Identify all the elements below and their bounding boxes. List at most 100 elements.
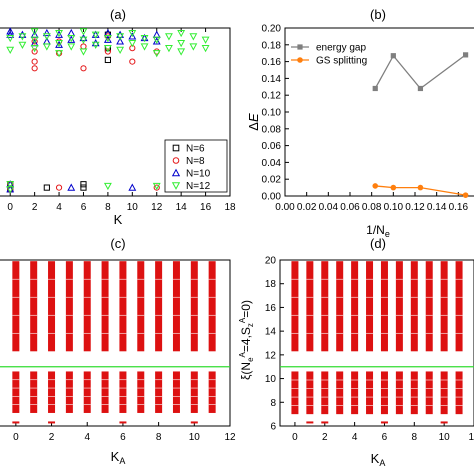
- panel-a-point: [30, 36, 39, 44]
- panel-d-level-column: [366, 371, 374, 415]
- panel-c-level-column: [208, 371, 216, 413]
- panel-b-legend-marker: [297, 57, 303, 63]
- panel-b-x-tick-label: 0.12: [405, 202, 425, 213]
- panel-a-point: [80, 184, 87, 191]
- panel-c-level-column: [155, 371, 163, 413]
- panel-a-x-tick-label: 6: [81, 202, 87, 213]
- panel-a-x-tick-label: 14: [176, 202, 188, 213]
- panel-a-point: [6, 30, 15, 38]
- panel-b-y-tick-label: 0.20: [262, 24, 282, 35]
- panel-a-point: [152, 37, 161, 45]
- panel-d-level-column: [380, 371, 388, 415]
- panel-d-level-column: [336, 261, 344, 352]
- panel-a-point: [31, 65, 38, 72]
- panel-a-point: [42, 28, 51, 37]
- panel-a-point: [128, 29, 137, 38]
- panel-d-y-tick-label: 6: [270, 422, 276, 433]
- svg-text:ξ(NeA=4,SzA=0): ξ(NeA=4,SzA=0): [238, 300, 255, 380]
- panel-a-point: [91, 38, 100, 47]
- panel-c-level-column: [12, 261, 20, 352]
- panel-a-point: [140, 43, 149, 51]
- panel-d-x-tick-label: 10: [439, 432, 451, 443]
- panel-a-point: [91, 41, 100, 49]
- panel-a-point: [18, 30, 27, 38]
- panel-a-point: [153, 184, 160, 191]
- panel-d-x-tick-label: 0: [292, 432, 298, 443]
- panel-a-point: [67, 35, 76, 43]
- panel-c-level-column: [65, 371, 73, 413]
- svg-text:1/Ne: 1/Ne: [366, 223, 390, 239]
- panel-a-legend-label: N=12: [186, 181, 211, 192]
- panel-a-point: [6, 181, 15, 189]
- panel-a-point: [79, 48, 88, 56]
- panel-d-y-tick-label: 10: [265, 374, 277, 385]
- panel-a-point: [55, 40, 63, 48]
- panel-c-level-column: [30, 371, 38, 413]
- panel-d-isolated-level: [306, 421, 314, 424]
- panel-c-isolated-level: [190, 421, 198, 424]
- panel-c-isolated-level: [119, 421, 127, 424]
- panel-c-x-tick-label: 8: [156, 432, 162, 443]
- panel-a-point: [55, 40, 63, 48]
- panel-c-level-column: [137, 371, 145, 413]
- panel-a-point: [103, 35, 112, 43]
- panel-c-level-column: [83, 371, 91, 413]
- panel-c-isolated-level: [48, 421, 56, 424]
- panel-a-point: [31, 58, 38, 65]
- panel-a: (a) K N=6N=8 N=10N=12 0 2 4 6 8 10 12 14 16 18: [0, 7, 236, 227]
- panel-a-point: [55, 29, 63, 38]
- panel-a-point: [152, 36, 161, 44]
- panel-d-level-column: [410, 261, 418, 352]
- panel-a-point: [55, 50, 63, 58]
- panel-d-isolated-level: [440, 421, 448, 424]
- panel-a-x-tick-label: 4: [56, 202, 62, 213]
- panel-d-level-column: [336, 371, 344, 415]
- panel-a-point: [104, 56, 111, 64]
- panel-b-x-tick-label: 0.08: [362, 202, 382, 213]
- panel-b-legend: energy gap GS splitting: [291, 43, 367, 67]
- panel-a-point: [18, 33, 27, 41]
- panel-d-y-tick-label: 8: [270, 398, 276, 409]
- panel-d-y-tick-label: 12: [265, 350, 277, 361]
- panel-a-point: [55, 184, 63, 191]
- panel-d-x-tick-label: 12: [468, 432, 474, 443]
- panel-b-point: [372, 85, 378, 92]
- panel-d-x-tick-label: 8: [412, 432, 418, 443]
- panel-a-point: [116, 33, 125, 41]
- panel-a-point: [189, 33, 198, 41]
- panel-d-x-tick-label: 4: [352, 432, 358, 443]
- panel-c-level-column: [137, 261, 145, 352]
- panel-a-x-tick-label: 16: [200, 202, 212, 213]
- panel-b-y-tick-label: 0.14: [262, 74, 282, 85]
- panel-b-x-tick-label: 0.10: [384, 202, 404, 213]
- panel-a-legend-marker: [171, 168, 181, 177]
- panel-a-x-tick-label: 2: [32, 202, 38, 213]
- panel-b-legend-label: energy gap: [316, 43, 366, 54]
- panel-a-point: [31, 38, 38, 45]
- panel-a-point: [129, 58, 136, 65]
- panel-a-point: [80, 65, 87, 72]
- panel-a-point: [67, 43, 76, 51]
- panel-c-level-column: [119, 261, 127, 352]
- panel-a-point: [177, 48, 186, 56]
- panel-b-x-tick-label: 0.00: [275, 202, 295, 213]
- panel-a-point: [116, 30, 125, 38]
- panel-a-point: [80, 181, 87, 188]
- panel-c-level-column: [30, 261, 38, 352]
- panel-c-x-tick-label: 4: [84, 432, 90, 443]
- panel-a-point: [67, 34, 76, 43]
- panel-c-level-column: [172, 261, 180, 352]
- panel-a-point: [128, 183, 137, 191]
- panel-a-legend-marker: [171, 182, 181, 190]
- panel-b-label: (b): [370, 7, 386, 22]
- panel-a-point: [152, 50, 161, 58]
- panel-d-y-tick-label: 18: [265, 279, 277, 290]
- panel-a-point: [152, 182, 161, 191]
- panel-a-legend-label: N=10: [186, 169, 211, 180]
- panel-a-point: [103, 34, 112, 43]
- panel-a-x-tick-label: 18: [224, 202, 236, 213]
- panel-c-level-column: [172, 371, 180, 413]
- panel-d-level-column: [321, 261, 329, 352]
- panel-c-level-column: [155, 261, 163, 352]
